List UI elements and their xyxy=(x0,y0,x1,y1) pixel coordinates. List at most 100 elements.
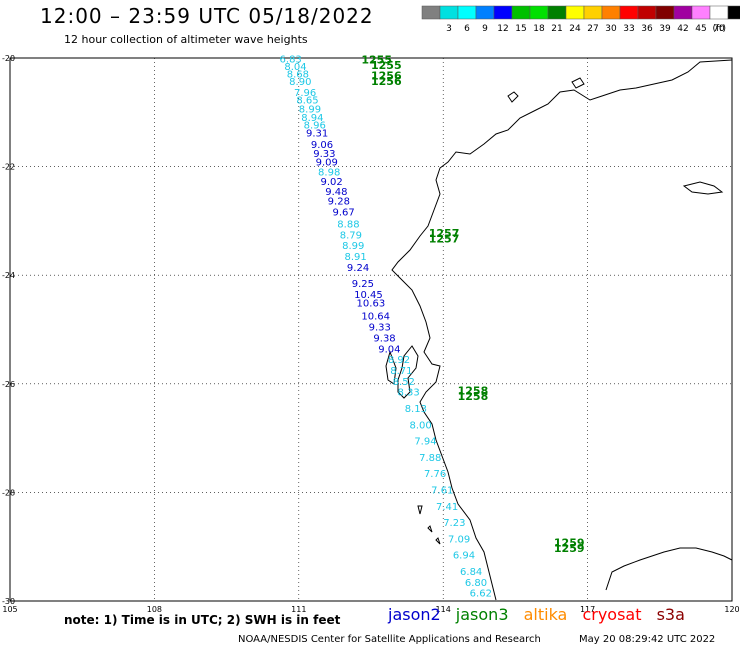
swh-reading: 10.45 xyxy=(354,290,383,301)
lon-tick-label: 111 xyxy=(291,605,306,614)
pass-time-label: 1258 xyxy=(458,390,489,403)
sat-s3a: s3a xyxy=(656,605,685,624)
swh-reading: 8.71 xyxy=(390,366,412,377)
dirk-hartog-island xyxy=(385,350,397,385)
small-island-c xyxy=(682,181,724,195)
lon-tick-label: 120 xyxy=(724,605,739,614)
map-grid: 105 108 111 114 117 120 -20 -22 -24 -26 -28 -30 xyxy=(2,54,740,614)
pass-time-label: 1255 xyxy=(361,53,392,66)
lon-tick-label: 105 xyxy=(2,605,17,614)
legend-label: 18 xyxy=(533,24,545,34)
swh-reading: 8.65 xyxy=(296,96,318,107)
swh-reading: 10.63 xyxy=(357,299,386,310)
legend-label: 15 xyxy=(515,24,526,34)
swh-reading: 10.64 xyxy=(361,312,390,323)
small-island-f xyxy=(435,537,441,545)
legend-label: 45 xyxy=(695,24,706,34)
swh-reading: 9.09 xyxy=(316,158,338,169)
pass-time-label: 1255 xyxy=(371,59,402,72)
page-title: 12:00 – 23:59 UTC 05/18/2022 xyxy=(40,4,374,28)
swh-reading: 6.83 xyxy=(280,54,302,65)
swh-reading: 8.13 xyxy=(405,404,427,415)
sat-altika: altika xyxy=(523,605,568,624)
swh-reading: 8.98 xyxy=(318,167,340,178)
southern-coast-fragment xyxy=(605,547,733,591)
australia-coastline xyxy=(391,59,733,601)
swh-reading: 9.06 xyxy=(311,140,333,151)
sat-jason3: jason3 xyxy=(455,605,509,624)
swh-reading: 7.96 xyxy=(294,88,316,99)
swh-reading: 6.94 xyxy=(453,551,475,562)
swh-reading: 7.41 xyxy=(436,502,458,513)
lon-tick-label: 114 xyxy=(436,605,451,614)
lat-tick-label: -20 xyxy=(2,54,15,63)
legend-label: 27 xyxy=(587,24,598,34)
swh-reading: 9.04 xyxy=(378,344,400,355)
sat-cryosat: cryosat xyxy=(582,605,642,624)
swh-reading: 8.90 xyxy=(289,77,311,88)
swh-reading: 7.09 xyxy=(448,534,470,545)
color-scale-legend: 3 6 9 12 15 18 21 24 27 30 33 36 39 42 45 70(ft) xyxy=(421,5,740,34)
pass-time-label: 1258 xyxy=(458,385,489,398)
legend-label: 70 xyxy=(713,24,725,34)
swh-reading: 8.91 xyxy=(345,252,367,263)
lat-tick-label: -30 xyxy=(2,597,15,606)
small-island-e xyxy=(427,525,433,533)
pass-time-label: 1257 xyxy=(429,233,460,246)
swh-reading: 7.88 xyxy=(419,453,441,464)
coastline xyxy=(385,59,733,601)
swh-reading: 8.92 xyxy=(388,355,410,366)
legend-label: 39 xyxy=(659,24,671,34)
swh-reading: 8.88 xyxy=(337,219,359,230)
lon-tick-label: 108 xyxy=(147,605,162,614)
swh-reading: 8.04 xyxy=(284,62,306,73)
swh-reading: 8.99 xyxy=(342,241,364,252)
swh-reading: 9.28 xyxy=(328,197,350,208)
legend-label: 30 xyxy=(605,24,617,34)
legend-label: 3 xyxy=(446,24,452,34)
swh-reading: 6.84 xyxy=(460,567,482,578)
lat-tick-label: -28 xyxy=(2,488,15,497)
swh-reading: 9.67 xyxy=(332,207,354,218)
legend-unit: (ft) xyxy=(712,24,726,34)
legend-label: 36 xyxy=(641,24,653,34)
pass-time-label: 1257 xyxy=(429,227,460,240)
swh-reading: 9.33 xyxy=(369,323,391,334)
satellite-legend: jason2 jason3 altika cryosat s3a xyxy=(388,605,695,624)
swh-reading: 8.96 xyxy=(304,121,326,132)
swh-reading: 8.52 xyxy=(393,377,415,388)
swh-reading: 9.38 xyxy=(373,333,395,344)
swh-reading: 6.62 xyxy=(470,589,492,600)
pass-time-label: 1256 xyxy=(371,75,402,88)
legend-label: 9 xyxy=(482,24,488,34)
swh-reading: 7.23 xyxy=(443,518,465,529)
pass-time-label: 1259 xyxy=(554,537,585,550)
small-island-b xyxy=(571,77,585,89)
map-frame xyxy=(9,57,733,602)
small-island-a xyxy=(507,91,519,103)
small-island-d xyxy=(417,505,423,515)
pass-time-label: 1259 xyxy=(554,542,585,555)
swh-reading: 8.33 xyxy=(397,388,419,399)
swh-reading: 9.24 xyxy=(347,263,369,274)
lon-tick-label: 117 xyxy=(580,605,595,614)
swh-reading: 9.48 xyxy=(325,187,347,198)
swh-reading: 9.33 xyxy=(313,149,335,160)
legend-label: 6 xyxy=(464,24,470,34)
swh-reading: 7.94 xyxy=(414,437,436,448)
legend-label: 24 xyxy=(569,24,581,34)
legend-swatch xyxy=(727,5,740,20)
swh-reading: 8.99 xyxy=(299,104,321,115)
footer-note: note: 1) Time is in UTC; 2) SWH is in fe… xyxy=(64,613,341,627)
lat-tick-label: -22 xyxy=(2,163,15,172)
page-subtitle: 12 hour collection of altimeter wave hei… xyxy=(64,33,308,46)
swh-reading: 8.79 xyxy=(340,230,362,241)
generated-timestamp: May 20 08:29:42 UTC 2022 xyxy=(579,634,716,645)
shark-bay-peninsula xyxy=(397,345,419,399)
swh-reading: 9.02 xyxy=(320,177,342,188)
swh-reading: 7.76 xyxy=(424,469,446,480)
credit-line: NOAA/NESDIS Center for Satellite Applica… xyxy=(238,634,541,645)
sat-jason2: jason2 xyxy=(388,605,441,624)
